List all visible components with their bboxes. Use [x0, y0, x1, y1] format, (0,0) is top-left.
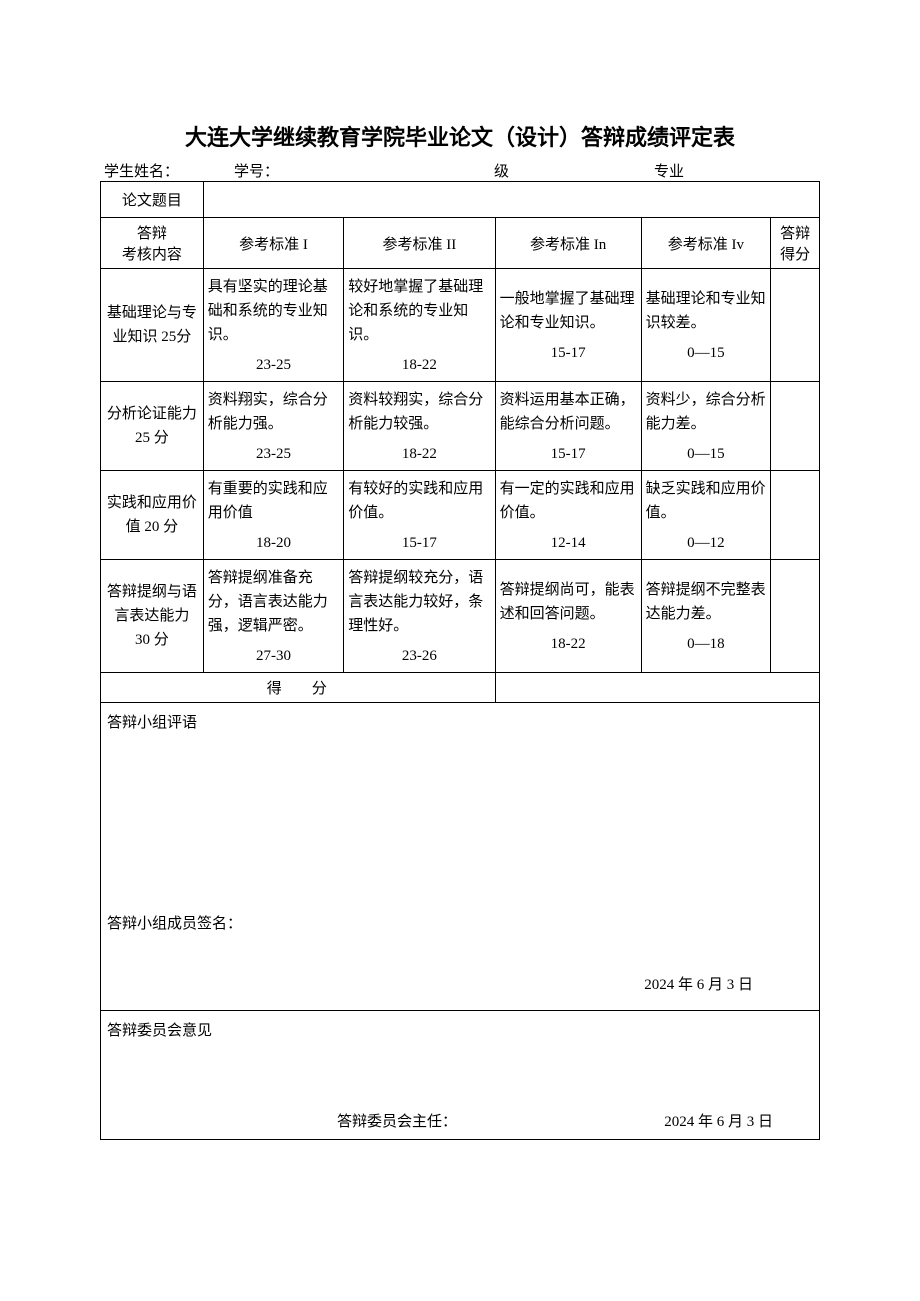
rubric-desc: 资料少，综合分析能力差。: [644, 386, 769, 438]
group-comment-cell: 答辩小组评语 答辩小组成员签名： 2024 年 6 月 3 日: [101, 703, 820, 1011]
group-date: 2024 年 6 月 3 日: [107, 973, 813, 994]
rubric-range: 27-30: [206, 640, 342, 668]
rubric-range: 23-25: [206, 349, 342, 377]
rubric-cell: 缺乏实践和应用价值。 0—12: [641, 471, 771, 560]
topic-row: 论文题目: [101, 182, 820, 218]
rubric-row: 基础理论与专业知识 25分 具有坚实的理论基础和系统的专业知识。 23-25 较…: [101, 269, 820, 382]
rubric-range: 0—12: [644, 527, 769, 555]
total-score-row: 得分: [101, 673, 820, 703]
rubric-desc: 资料运用基本正确，能综合分析问题。: [498, 386, 639, 438]
rubric-cell: 资料运用基本正确，能综合分析问题。 15-17: [495, 382, 641, 471]
evaluation-table: 论文题目 答辩 考核内容 参考标准 I 参考标准 II 参考标准 In 参考标准…: [100, 181, 820, 1140]
rubric-desc: 基础理论和专业知识较差。: [644, 285, 769, 337]
rubric-desc: 答辩提纲较充分，语言表达能力较好，条理性好。: [346, 564, 492, 640]
rubric-range: 15-17: [498, 438, 639, 466]
rubric-cell: 有一定的实践和应用价值。 12-14: [495, 471, 641, 560]
student-id-label: 学号：: [234, 160, 494, 181]
rubric-desc: 资料翔实，综合分析能力强。: [206, 386, 342, 438]
major-label: 专业: [654, 160, 774, 181]
rubric-desc: 具有坚实的理论基础和系统的专业知识。: [206, 273, 342, 349]
student-header: 学生姓名： 学号： 级 专业: [100, 160, 820, 181]
col-std3: 参考标准 In: [495, 218, 641, 269]
rubric-cell: 资料翔实，综合分析能力强。 23-25: [203, 382, 344, 471]
group-comment-row: 答辩小组评语 答辩小组成员签名： 2024 年 6 月 3 日: [101, 703, 820, 1011]
rubric-range: 18-22: [346, 349, 492, 377]
rubric-score: [771, 471, 820, 560]
rubric-row: 实践和应用价值 20 分 有重要的实践和应用价值 18-20 有较好的实践和应用…: [101, 471, 820, 560]
committee-label: 答辩委员会意见: [107, 1023, 212, 1039]
rubric-cell: 基础理论和专业知识较差。 0—15: [641, 269, 771, 382]
rubric-desc: 有重要的实践和应用价值: [206, 475, 342, 527]
rubric-desc: 答辩提纲准备充分，语言表达能力强，逻辑严密。: [206, 564, 342, 640]
col-score: 答辩 得分: [771, 218, 820, 269]
rubric-desc: 一般地掌握了基础理论和专业知识。: [498, 285, 639, 337]
group-comment-label: 答辩小组评语: [107, 711, 813, 732]
rubric-desc: 有较好的实践和应用价值。: [346, 475, 492, 527]
rubric-cell: 有重要的实践和应用价值 18-20: [203, 471, 344, 560]
topic-value: [203, 182, 819, 218]
committee-chair-label: 答辩委员会主任：: [337, 1110, 457, 1131]
class-label: 级: [494, 160, 654, 181]
rubric-category: 答辩提纲与语言表达能力 30 分: [101, 560, 204, 673]
header-row: 答辩 考核内容 参考标准 I 参考标准 II 参考标准 In 参考标准 Iv 答…: [101, 218, 820, 269]
total-score-value: [495, 673, 819, 703]
col-std4: 参考标准 Iv: [641, 218, 771, 269]
rubric-cell: 一般地掌握了基础理论和专业知识。 15-17: [495, 269, 641, 382]
rubric-cell: 资料较翔实，综合分析能力较强。 18-22: [344, 382, 495, 471]
rubric-row: 分析论证能力 25 分 资料翔实，综合分析能力强。 23-25 资料较翔实，综合…: [101, 382, 820, 471]
rubric-score: [771, 560, 820, 673]
rubric-range: 0—18: [644, 628, 769, 656]
committee-cell: 答辩委员会意见 答辩委员会主任： 2024 年 6 月 3 日: [101, 1011, 820, 1140]
rubric-cell: 有较好的实践和应用价值。 15-17: [344, 471, 495, 560]
rubric-range: 15-17: [346, 527, 492, 555]
rubric-cell: 较好地掌握了基础理论和系统的专业知识。 18-22: [344, 269, 495, 382]
rubric-desc: 答辩提纲尚可，能表述和回答问题。: [498, 576, 639, 628]
rubric-desc: 缺乏实践和应用价值。: [644, 475, 769, 527]
rubric-range: 12-14: [498, 527, 639, 555]
rubric-range: 18-22: [346, 438, 492, 466]
col-std1: 参考标准 I: [203, 218, 344, 269]
rubric-desc: 较好地掌握了基础理论和系统的专业知识。: [346, 273, 492, 349]
topic-label: 论文题目: [101, 182, 204, 218]
committee-date: 2024 年 6 月 3 日: [664, 1110, 773, 1131]
rubric-category: 基础理论与专业知识 25分: [101, 269, 204, 382]
rubric-cell: 答辩提纲准备充分，语言表达能力强，逻辑严密。 27-30: [203, 560, 344, 673]
rubric-cell: 具有坚实的理论基础和系统的专业知识。 23-25: [203, 269, 344, 382]
rubric-cell: 资料少，综合分析能力差。 0—15: [641, 382, 771, 471]
student-name-label: 学生姓名：: [104, 160, 234, 181]
col-category: 答辩 考核内容: [101, 218, 204, 269]
rubric-cell: 答辩提纲不完整表达能力差。 0—18: [641, 560, 771, 673]
rubric-range: 23-26: [346, 640, 492, 668]
col-std2: 参考标准 II: [344, 218, 495, 269]
page-title: 大连大学继续教育学院毕业论文（设计）答辩成绩评定表: [100, 120, 820, 152]
rubric-range: 23-25: [206, 438, 342, 466]
total-score-label: 得分: [101, 673, 496, 703]
rubric-desc: 资料较翔实，综合分析能力较强。: [346, 386, 492, 438]
rubric-score: [771, 382, 820, 471]
rubric-category: 实践和应用价值 20 分: [101, 471, 204, 560]
rubric-desc: 答辩提纲不完整表达能力差。: [644, 576, 769, 628]
rubric-range: 15-17: [498, 337, 639, 365]
rubric-range: 0—15: [644, 438, 769, 466]
rubric-desc: 有一定的实践和应用价值。: [498, 475, 639, 527]
rubric-row: 答辩提纲与语言表达能力 30 分 答辩提纲准备充分，语言表达能力强，逻辑严密。 …: [101, 560, 820, 673]
rubric-cell: 答辩提纲尚可，能表述和回答问题。 18-22: [495, 560, 641, 673]
committee-row: 答辩委员会意见 答辩委员会主任： 2024 年 6 月 3 日: [101, 1011, 820, 1140]
rubric-range: 18-20: [206, 527, 342, 555]
rubric-cell: 答辩提纲较充分，语言表达能力较好，条理性好。 23-26: [344, 560, 495, 673]
rubric-range: 18-22: [498, 628, 639, 656]
rubric-range: 0—15: [644, 337, 769, 365]
rubric-score: [771, 269, 820, 382]
group-sign-label: 答辩小组成员签名：: [107, 912, 813, 933]
rubric-category: 分析论证能力 25 分: [101, 382, 204, 471]
